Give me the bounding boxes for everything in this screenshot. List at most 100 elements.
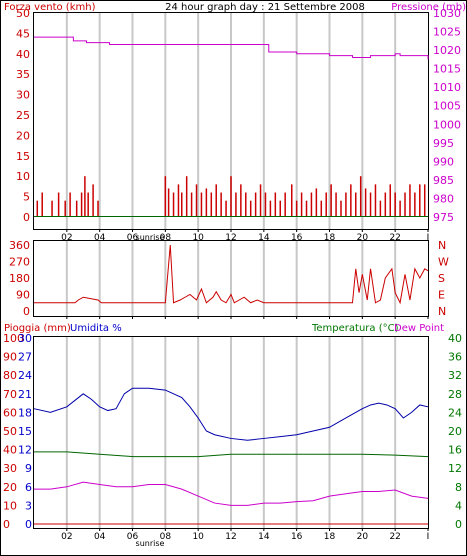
temperature-y-tick-label: 0 [455,518,462,531]
wind-pressure-marks [34,36,429,217]
rain-axis-title: Pioggia (mm) [4,323,71,334]
rain-y-tick-label: 12 [18,444,32,457]
humidity-y-tick-label: 20 [3,481,17,494]
x-tick-label: 02 [61,532,72,542]
wind-pressure-axes: 0510152025303540455097598098599099510001… [16,7,461,243]
x-tick-label: 14 [258,233,270,243]
temperature-y-tick-label: 32 [448,369,462,382]
pressure-series-line [34,36,429,60]
x-tick-label: 20 [357,532,369,542]
temperature-y-tick-label: 28 [448,388,462,401]
rain-y-tick-label: 3 [25,499,32,512]
direction-grid [65,241,397,316]
x-tick-label: 10 [192,233,204,243]
rain-y-tick-label: 0 [25,518,32,531]
dewpoint-axis-title: Dew Point [394,323,444,334]
humidity-y-tick-label: 60 [3,406,17,419]
direction-y-tick-label: 270 [9,256,30,269]
wind-y-tick-label: 35 [16,68,30,81]
x-tick-label: 16 [291,532,303,542]
temperature-series-line [34,451,429,458]
x-tick-label: 14 [258,532,270,542]
humidity-temp-axes: 0102030405060708090100036912151821242730… [3,332,462,542]
x-tick-label: I [427,532,430,542]
x-tick-label: 12 [225,532,236,542]
rain-y-tick-label: 15 [18,425,32,438]
sunrise-label-top: sunrise [136,233,165,242]
x-tick-label: I [427,233,430,243]
pressure-y-tick-label: 1015 [433,63,461,76]
rain-y-tick-label: 21 [18,388,32,401]
humidity-y-tick-label: 90 [3,351,17,364]
humidity-y-tick-label: 80 [3,369,17,382]
wind-y-tick-label: 10 [16,170,30,183]
rain-y-tick-label: 30 [18,332,32,345]
pressure-y-tick-label: 1000 [433,118,461,131]
humidity-temp-grid [65,337,397,528]
humidity-y-tick-label: 0 [3,518,10,531]
temperature-axis-title: Temperatura (°C) [311,323,399,334]
direction-y-tick-label: 360 [9,239,30,252]
x-tick-label: 20 [357,233,369,243]
pressure-y-tick-label: 990 [433,155,454,168]
humidity-series-line [33,387,429,441]
wind-axis-title: Forza vento (kmh) [4,2,96,13]
wind-y-tick-label: 30 [16,89,30,102]
x-tick-label: 04 [94,233,106,243]
x-tick-label: 16 [291,233,303,243]
x-tick-label: 12 [225,233,236,243]
rain-y-tick-label: 27 [18,351,32,364]
direction-marks [34,244,429,305]
wind-y-tick-label: 45 [16,27,30,40]
pressure-y-tick-label: 985 [433,174,454,187]
humidity-y-tick-label: 30 [3,462,17,475]
humidity-y-tick-label: 40 [3,444,17,457]
direction-compass-label: N [438,239,446,252]
x-tick-label: 10 [192,532,204,542]
humidity-y-tick-label: 70 [3,388,17,401]
wind-y-tick-label: 20 [16,129,30,142]
wind-y-tick-label: 15 [16,150,30,163]
direction-y-tick-label: 180 [9,272,30,285]
temperature-y-tick-label: 4 [455,499,462,512]
temperature-y-tick-label: 8 [455,481,462,494]
direction-compass-label: S [438,272,445,285]
x-tick-label: 18 [324,233,336,243]
x-tick-label: 06 [127,233,139,243]
direction-compass-label: E [438,289,445,302]
rain-y-tick-label: 24 [18,369,32,382]
x-tick-label: 08 [160,532,172,542]
temperature-y-tick-label: 12 [448,462,462,475]
rain-y-tick-label: 18 [18,406,32,419]
pressure-y-tick-label: 995 [433,137,454,150]
temperature-y-tick-label: 40 [448,332,462,345]
wind-y-tick-label: 0 [23,211,30,224]
temperature-y-tick-label: 36 [448,351,462,364]
humidity-axis-title: Umidita % [70,323,122,334]
temperature-y-tick-label: 20 [448,425,462,438]
pressure-y-tick-label: 975 [433,211,454,224]
pressure-y-tick-label: 1020 [433,44,461,57]
wind-y-tick-label: 40 [16,48,30,61]
chart-title: 24 hour graph day : 21 Settembre 2008 [165,2,365,13]
rain-y-tick-label: 6 [25,481,32,494]
x-tick-label: 06 [127,532,139,542]
x-tick-label: 02 [61,233,72,243]
x-tick-label: 18 [324,532,336,542]
x-tick-label: 22 [389,532,400,542]
humidity-y-tick-label: 10 [3,499,17,512]
direction-series-line [34,244,429,305]
rain-y-tick-label: 9 [25,462,32,475]
direction-compass-label: W [438,256,449,269]
dewpoint-series-line [34,481,429,506]
pressure-y-tick-label: 1010 [433,81,461,94]
direction-y-tick-label: 0 [23,305,30,318]
x-tick-label: 04 [94,532,106,542]
temperature-y-tick-label: 16 [448,444,462,457]
direction-y-tick-label: 90 [16,289,30,302]
wind-y-tick-label: 25 [16,109,30,122]
wind-y-tick-label: 5 [23,191,30,204]
